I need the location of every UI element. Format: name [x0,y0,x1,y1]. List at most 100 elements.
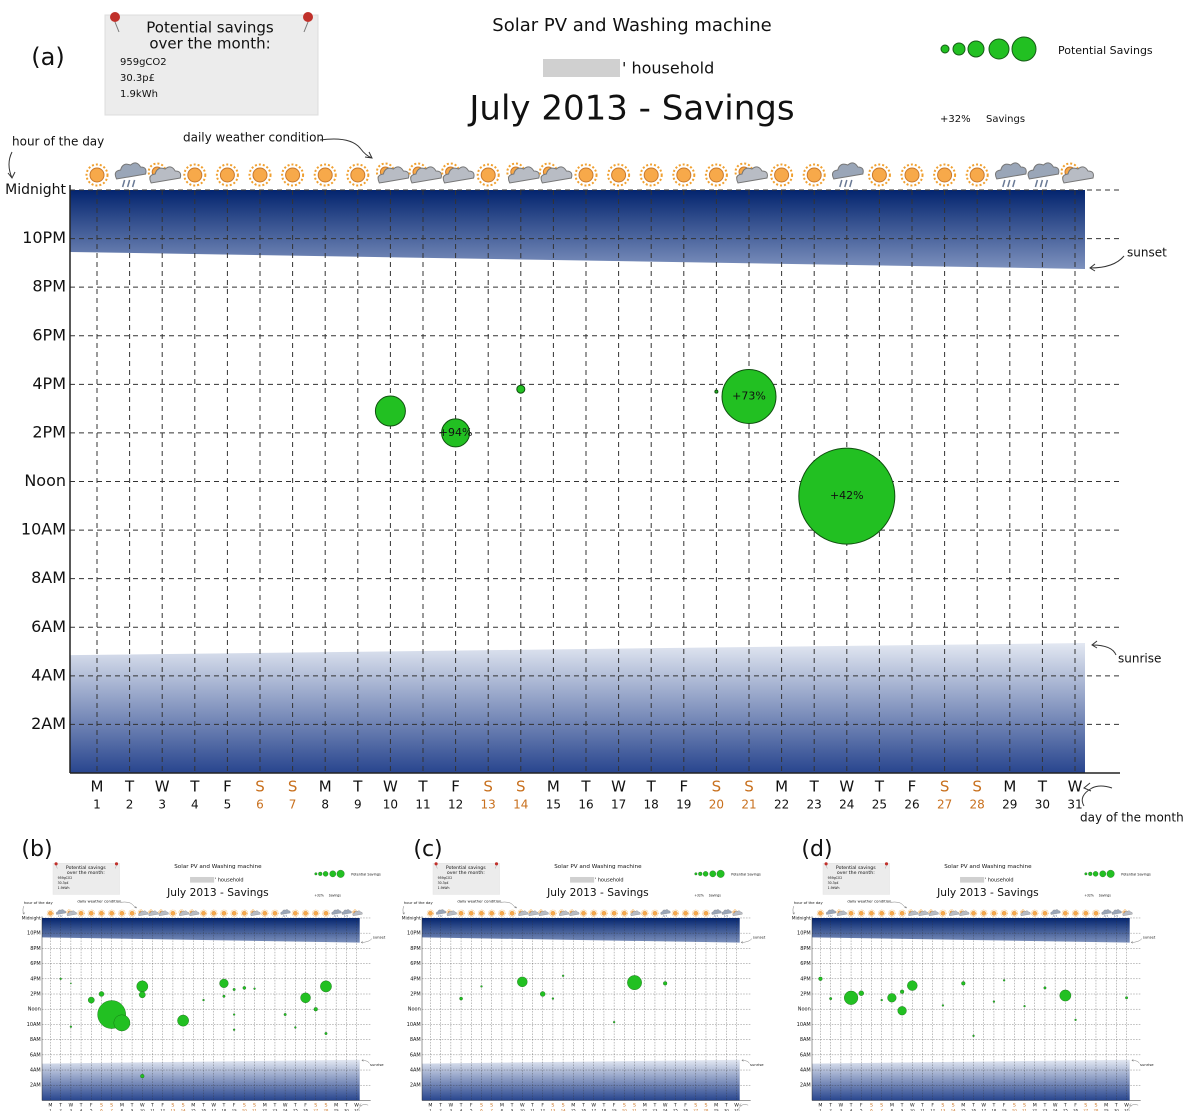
y-tick-label: 6AM [800,1052,811,1058]
day-label: 5 [470,1108,473,1111]
weekday-label: T [849,1102,853,1108]
bubble [516,384,526,394]
day-label: 12 [930,1108,935,1111]
legend-label: Potential Savings [351,872,381,876]
sun [708,167,724,183]
day-label: 31 [354,1108,359,1111]
sun [1063,910,1068,916]
y-tick-label: 4PM [30,976,41,982]
pin [110,12,120,22]
cloud [559,910,570,916]
night-morning [70,643,1085,773]
sun [889,910,895,916]
annotation-arrow [120,901,137,909]
legend-label: Potential Savings [1058,44,1153,57]
sun-rays [867,163,891,187]
note-heading: over the month: [447,870,485,876]
pin-needle [114,21,120,33]
cloud [1111,909,1122,915]
legend-circle [318,871,323,876]
weekday-label: S [324,1102,327,1108]
annotation-arrow [890,901,907,909]
rain [439,914,441,918]
cloud [179,910,190,916]
sun [458,910,464,916]
y-tick-label: 8AM [31,568,66,587]
day-label: 19 [232,1108,237,1111]
cloud [507,166,540,184]
bubble [233,1013,236,1016]
sun [969,167,985,183]
day-label: 15 [191,1108,196,1111]
weekday-label: M [48,1102,52,1108]
rain [59,914,61,918]
sun [293,910,298,916]
day-label: 30 [724,1108,729,1111]
day-label: 7 [289,798,297,812]
y-tick-label: 10PM [407,931,421,937]
weekday-label: F [908,778,917,796]
sun-rays [1082,909,1090,917]
sun-rays [692,909,700,917]
redacted-name [960,876,985,883]
sun-rays [770,163,794,187]
day-label: 27 [1083,1108,1088,1111]
bubble [233,1028,236,1031]
legend-example-label: Savings [709,894,722,898]
note-line: 30.3p£ [120,73,155,84]
sun [991,910,997,916]
note-line: 959gCO2 [58,876,73,880]
weekday-label: W [69,1102,74,1108]
weekday-label: F [1074,1102,1077,1108]
rain [126,179,131,188]
day-label: 22 [262,1108,267,1111]
weekday-label: F [1003,1102,1006,1108]
sun-rays [939,909,947,917]
sun-rays [933,163,957,187]
day-label: 4 [80,1108,83,1111]
y-tick-label: 10AM [797,1022,811,1028]
annotation-arrow [738,1103,749,1111]
day-label: 16 [581,1108,586,1111]
weekday-label: F [90,1102,93,1108]
weekday-label: S [288,778,298,796]
day-label: 21 [252,1108,257,1111]
day-label: 2 [59,1108,62,1111]
weekday-label: W [839,778,854,796]
day-label: 23 [653,1108,658,1111]
annotation: daily weather condition [77,900,122,904]
pin-needle [435,865,438,869]
weekday-label: F [161,1102,164,1108]
rain [844,179,848,188]
y-tick-label: 2AM [30,1083,41,1089]
day-label: 26 [303,1108,308,1111]
y-tick-label: 2PM [30,992,41,998]
legend-circle [1011,36,1037,62]
legend-circle [329,870,337,878]
weekday-label: T [352,778,363,796]
rain [336,914,338,918]
rain [1106,914,1108,918]
weekday-label: S [633,1102,636,1108]
chart-title: July 2013 - Savings [467,89,794,129]
bubble [69,1025,72,1028]
day-label: 20 [709,798,724,812]
day-label: 25 [872,798,887,812]
weekday-label: T [1043,1102,1047,1108]
sun [201,910,206,916]
annotation-arrow [500,901,517,909]
weekday-label: S [243,1102,246,1108]
weekday-label: T [189,778,200,796]
bubble [887,993,897,1003]
pin [303,12,313,22]
legend-circle [967,40,985,58]
bubble [540,991,546,997]
bubble [324,1032,328,1035]
bubble [551,997,555,1000]
sun [323,910,329,916]
sun [78,910,84,916]
cloud [908,910,919,916]
cloud [280,909,291,915]
rain [828,914,830,918]
day-label: 17 [981,1108,986,1111]
